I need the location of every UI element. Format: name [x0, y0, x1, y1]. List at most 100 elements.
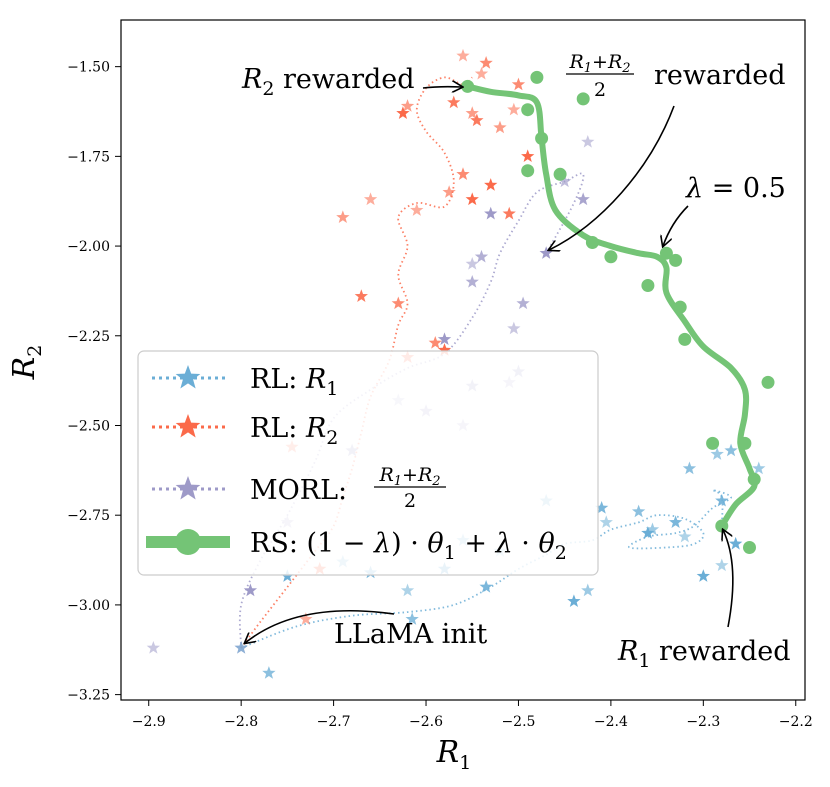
x-axis-label: R1: [436, 735, 472, 774]
legend-marker-morl: [175, 476, 201, 500]
point-rl_r2-10: [410, 203, 424, 216]
point-rs-5: [521, 164, 535, 178]
point-rl_r1-28: [752, 461, 766, 475]
point-rl_r2-15: [456, 48, 470, 62]
point-rl_r2-26: [511, 77, 526, 91]
point-rs-19: [715, 519, 729, 533]
annotation-r1-arrow: [723, 530, 734, 628]
point-rl_r1-6: [405, 612, 419, 625]
svg-text:2: 2: [594, 79, 606, 101]
point-rl_r1-15: [599, 515, 613, 529]
y-tick-label-6: −3.00: [67, 598, 110, 614]
series-line-rs: [464, 83, 758, 529]
point-rl_r1-27: [729, 536, 743, 550]
point-rs-9: [641, 279, 655, 292]
point-rl_r2-5: [363, 192, 378, 206]
annotation-r2-rewarded: R2 rewarded: [241, 64, 415, 100]
point-rl_r1-18: [645, 522, 660, 536]
point-morl-15: [507, 321, 521, 335]
point-rl_r1-14: [594, 501, 609, 514]
point-rl_r2-4: [354, 289, 368, 302]
point-rl_r1-1: [262, 666, 276, 679]
x-tick-label-3: −2.6: [409, 714, 443, 730]
point-rl_r1-22: [696, 569, 710, 582]
point-rs-14: [706, 436, 720, 450]
svg-text:R1+R2: R1+R2: [378, 464, 440, 489]
point-rl_r2-18: [465, 106, 479, 119]
point-rs-12: [673, 300, 687, 314]
svg-text:RS: (1 − λ) · θ1 + λ · θ2: RS: (1 − λ) · θ1 + λ · θ2: [250, 528, 567, 564]
annotation-llama-init: LLaMA init: [334, 619, 487, 650]
annotation-r2-arrow: [422, 87, 462, 88]
svg-text:2: 2: [404, 490, 416, 512]
annotation-mid-rewarded: R1+R2 2 rewarded: [566, 51, 786, 101]
x-tick-label-0: −2.9: [132, 714, 166, 730]
point-rl_r2-12: [437, 343, 452, 356]
point-rs-11: [669, 253, 683, 267]
point-rl_r1-12: [567, 594, 581, 607]
point-rl_r1-16: [631, 504, 646, 518]
point-rl_r2-20: [474, 66, 489, 80]
y-tick-label-7: −3.25: [67, 688, 110, 704]
point-rl_r2-3: [336, 210, 350, 224]
legend-item-rl-r1: RL: R1: [152, 364, 338, 400]
annotation-llama-arrow: [245, 609, 395, 643]
point-rs-3: [535, 131, 549, 145]
point-rl_r1-0: [234, 640, 248, 654]
point-rl_r2-21: [479, 56, 493, 69]
point-rl_r1-20: [678, 529, 692, 543]
point-rs-6: [576, 92, 590, 106]
point-rl_r2-14: [447, 95, 461, 109]
x-tick-label-7: −2.2: [779, 714, 813, 730]
point-morl-20: [581, 135, 595, 148]
point-rs-17: [761, 375, 775, 389]
x-tick-label-4: −2.5: [501, 714, 535, 730]
svg-text:RL: R1: RL: R1: [250, 364, 338, 400]
point-rl_r1-19: [668, 515, 683, 529]
point-rl_r2-0: [299, 612, 313, 625]
x-tick-label-5: −2.4: [594, 714, 628, 730]
point-morl-10: [465, 257, 479, 270]
point-morl-21: [465, 274, 479, 288]
point-morl-0: [146, 640, 161, 654]
point-rl_r1-21: [682, 461, 697, 475]
point-rl_r2-25: [507, 102, 521, 116]
point-rl_r2-11: [428, 335, 442, 349]
point-morl-7: [437, 332, 452, 346]
point-rl_r1-23: [710, 447, 724, 460]
point-rl_r2-6: [391, 296, 405, 310]
x-tick-label-2: −2.7: [317, 714, 351, 730]
legend: RL: R1 RL: R2 MORL: R1+R2 2 RS: (1 − λ) …: [137, 350, 599, 576]
point-rl_r1-25: [715, 558, 729, 572]
point-rl_r2-19: [470, 113, 484, 127]
point-rs-2: [530, 70, 544, 84]
point-rs-13: [678, 332, 692, 346]
point-rs-4: [553, 167, 567, 181]
legend-marker-rs: [175, 529, 201, 555]
point-rl_r2-17: [465, 192, 479, 206]
point-rl_r1-13: [581, 583, 595, 597]
annotations: R2 rewarded R1+R2 2 rewarded λ = 0.5 R1 …: [241, 51, 791, 672]
point-rl_r1-26: [724, 443, 738, 457]
y-tick-label-3: −2.25: [67, 329, 110, 345]
legend-box: [137, 350, 599, 576]
point-morl-18: [558, 174, 572, 188]
point-rl_r2-23: [493, 120, 507, 134]
point-morl-2: [243, 583, 258, 597]
axis-ticks: −2.9 −2.8 −2.7 −2.6 −2.5 −2.4 −2.3 −2.2 −1.50 −1.…: [67, 60, 813, 730]
point-rl_r1-24: [715, 493, 729, 507]
legend-item-morl: MORL: R1+R2 2: [152, 464, 446, 512]
y-tick-label-5: −2.75: [67, 508, 110, 524]
annotation-mid-arrow: [549, 105, 675, 250]
point-rs-16: [747, 472, 761, 486]
point-rl_r2-8: [400, 99, 415, 112]
svg-text:MORL:: MORL:: [250, 475, 347, 506]
point-morl-16: [516, 296, 530, 310]
point-rs-10: [659, 246, 673, 260]
svg-text:rewarded: rewarded: [654, 60, 786, 91]
point-rl_r2-27: [521, 149, 535, 163]
point-rs-8: [604, 250, 618, 264]
y-tick-label-1: −1.75: [67, 149, 110, 165]
point-rs-1: [521, 103, 535, 117]
